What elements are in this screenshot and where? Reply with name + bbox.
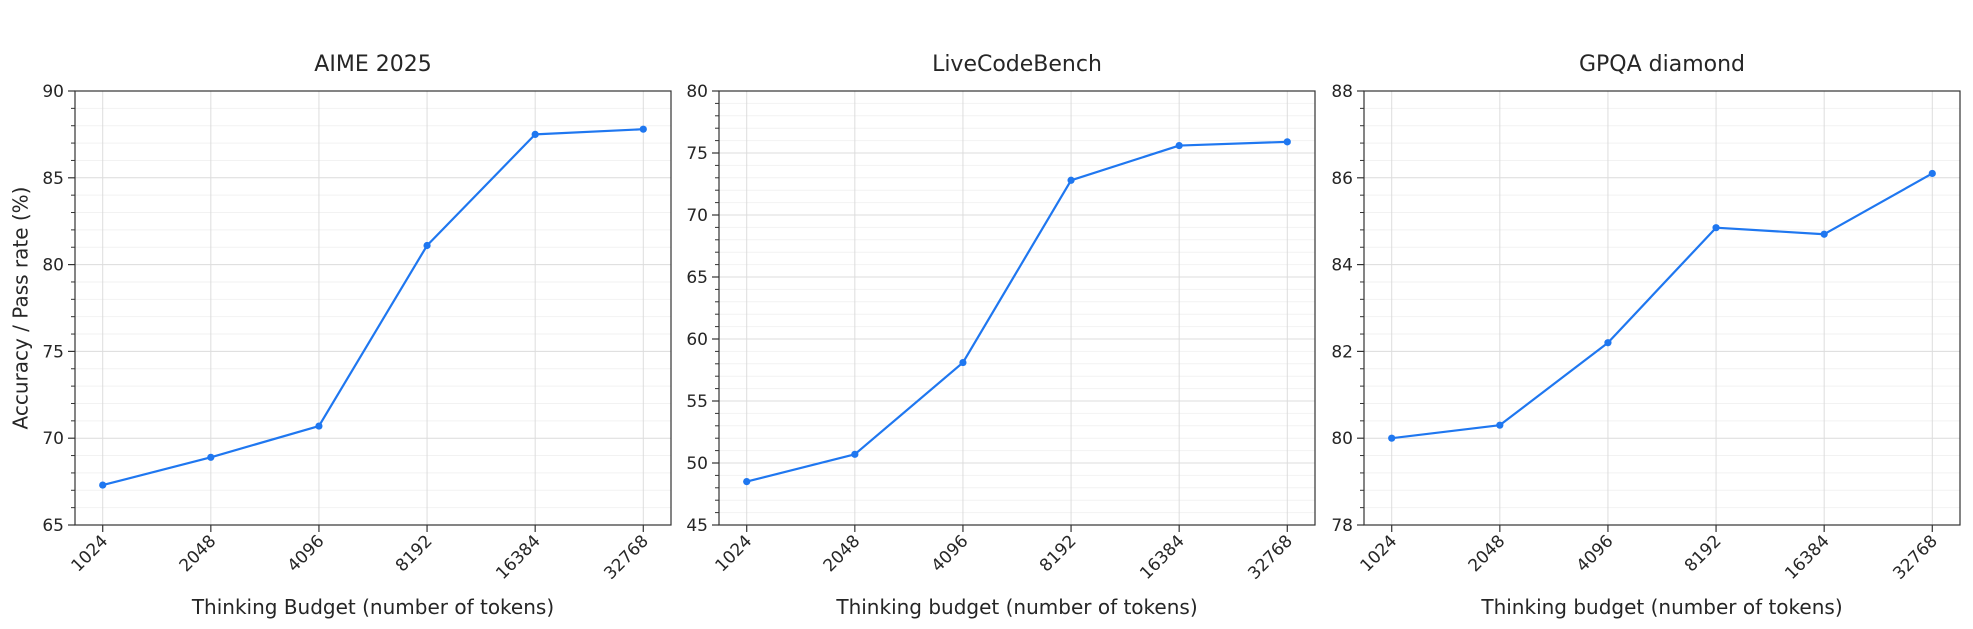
- y-tick-label: 80: [42, 256, 64, 276]
- x-tick-label: 2048: [176, 531, 221, 576]
- y-tick-label: 88: [1331, 82, 1353, 102]
- y-tick-label: 55: [686, 392, 708, 412]
- y-tick-label: 86: [1331, 169, 1353, 189]
- data-point: [207, 453, 215, 461]
- chart-title: AIME 2025: [314, 52, 431, 77]
- chart-title: LiveCodeBench: [932, 52, 1102, 77]
- y-tick-label: 84: [1331, 256, 1353, 276]
- data-point: [531, 130, 539, 138]
- x-tick-label: 4096: [284, 531, 329, 576]
- y-tick-label: 75: [686, 144, 708, 164]
- data-point: [1175, 141, 1183, 150]
- chart-panel: 65 70 75 80 85 90 1024 2048 4096 8192 16384 32768 AI…: [9, 52, 672, 619]
- series-line: [746, 140, 1288, 483]
- x-tick-label: 8192: [392, 531, 437, 576]
- y-tick-label: 90: [42, 82, 64, 102]
- x-axis-label: Thinking Budget (number of tokens): [191, 595, 554, 619]
- y-tick-label: 82: [1331, 342, 1353, 362]
- x-tick-label: 8192: [1681, 531, 1726, 576]
- y-tick-label: 65: [686, 268, 708, 288]
- plot-frame: [74, 90, 672, 526]
- y-tick-label: 60: [686, 330, 708, 350]
- y-tick-label: 50: [686, 454, 708, 474]
- y-axis-label: Accuracy / Pass rate (%): [9, 187, 33, 430]
- data-point: [1283, 138, 1291, 146]
- x-tick-label: 32768: [1889, 531, 1941, 583]
- data-point: [1067, 176, 1075, 184]
- x-tick-label: 2048: [1465, 531, 1510, 576]
- series-line: [102, 128, 644, 487]
- x-tick-label: 32768: [1244, 531, 1296, 583]
- data-point: [959, 358, 967, 367]
- y-tick-label: 80: [1331, 429, 1353, 449]
- data-point: [639, 125, 647, 133]
- y-tick-label: 65: [42, 516, 64, 536]
- data-point: [99, 481, 107, 489]
- x-tick-label: 16384: [492, 531, 544, 583]
- y-tick-label: 70: [42, 429, 64, 449]
- y-tick-label: 78: [1331, 516, 1353, 536]
- chart-panel: 78 80 82 84 86 88 1024 2048 4096 8192 16384 32768 GP…: [1331, 52, 1961, 619]
- chart-panel: 45 50 55 60 65 70 75 80 1024 2048 4096 8192 16384 327…: [686, 52, 1316, 619]
- x-tick-label: 32768: [600, 531, 652, 583]
- data-point: [851, 450, 859, 458]
- x-axis-label: Thinking budget (number of tokens): [835, 595, 1197, 619]
- x-tick-label: 2048: [820, 531, 865, 576]
- y-tick-label: 85: [42, 169, 64, 189]
- x-tick-label: 16384: [1136, 531, 1188, 583]
- y-tick-label: 75: [42, 342, 64, 362]
- data-point: [1496, 421, 1504, 429]
- x-tick-label: 8192: [1036, 531, 1081, 576]
- data-point: [1820, 230, 1828, 238]
- data-point: [315, 422, 323, 430]
- y-tick-label: 80: [686, 82, 708, 102]
- data-point: [1712, 224, 1720, 232]
- data-point: [1604, 339, 1612, 347]
- series-line: [1391, 172, 1933, 440]
- x-tick-label: 16384: [1781, 531, 1833, 583]
- data-point: [743, 478, 751, 486]
- data-point: [423, 241, 431, 250]
- data-point: [1928, 169, 1936, 178]
- x-tick-label: 1024: [68, 531, 113, 576]
- chart-title: GPQA diamond: [1579, 52, 1745, 77]
- plot-frame: [718, 90, 1316, 526]
- x-axis-label: Thinking budget (number of tokens): [1480, 595, 1842, 619]
- plot-frame: [1363, 90, 1961, 526]
- data-point: [1388, 434, 1396, 442]
- x-tick-label: 4096: [1573, 531, 1618, 576]
- y-tick-label: 45: [686, 516, 708, 536]
- x-tick-label: 4096: [928, 531, 973, 576]
- y-tick-label: 70: [686, 206, 708, 226]
- x-tick-label: 1024: [712, 531, 757, 576]
- x-tick-label: 1024: [1357, 531, 1402, 576]
